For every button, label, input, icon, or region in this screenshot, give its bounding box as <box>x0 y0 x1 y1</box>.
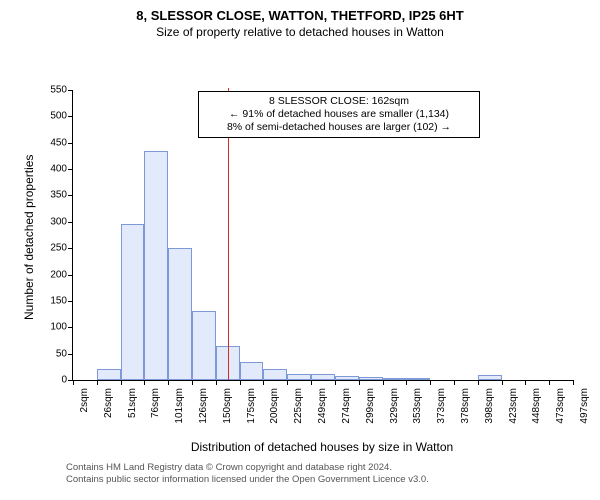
y-tick-label: 200 <box>39 269 67 280</box>
x-tick-label: 249sqm <box>317 388 328 438</box>
y-tick-label: 450 <box>39 137 67 148</box>
annotation-line1: 8 SLESSOR CLOSE: 162sqm <box>205 95 473 108</box>
histogram-bar <box>144 151 168 380</box>
x-tick-label: 76sqm <box>150 388 161 438</box>
x-tick <box>216 380 217 385</box>
x-tick-label: 200sqm <box>269 388 280 438</box>
y-tick-label: 550 <box>39 85 67 96</box>
x-tick <box>525 380 526 385</box>
x-tick <box>168 380 169 385</box>
x-tick <box>144 380 145 385</box>
x-tick <box>192 380 193 385</box>
annotation-box: 8 SLESSOR CLOSE: 162sqm ← 91% of detache… <box>198 91 480 138</box>
y-tick <box>68 90 73 91</box>
histogram-bar <box>406 378 430 380</box>
x-tick <box>97 380 98 385</box>
x-tick-label: 299sqm <box>365 388 376 438</box>
x-tick-label: 373sqm <box>436 388 447 438</box>
x-tick <box>478 380 479 385</box>
histogram-bar <box>168 248 192 380</box>
x-tick <box>430 380 431 385</box>
x-tick-label: 150sqm <box>222 388 233 438</box>
x-tick-label: 51sqm <box>127 388 138 438</box>
y-tick-label: 0 <box>39 375 67 386</box>
chart-subtitle: Size of property relative to detached ho… <box>0 23 600 39</box>
histogram-bar <box>97 369 121 380</box>
y-tick-label: 150 <box>39 295 67 306</box>
x-tick-label: 225sqm <box>293 388 304 438</box>
x-tick-label: 497sqm <box>579 388 590 438</box>
annotation-line3: 8% of semi-detached houses are larger (1… <box>205 121 473 134</box>
y-tick <box>68 116 73 117</box>
x-tick-label: 2sqm <box>79 388 90 438</box>
histogram-bar <box>121 224 145 380</box>
y-tick-label: 300 <box>39 216 67 227</box>
x-tick <box>549 380 550 385</box>
histogram-bar <box>311 374 335 380</box>
x-tick-label: 175sqm <box>246 388 257 438</box>
histogram-bar <box>192 311 216 380</box>
footer-text: Contains HM Land Registry data © Crown c… <box>66 462 429 487</box>
x-tick-label: 274sqm <box>341 388 352 438</box>
y-tick <box>68 301 73 302</box>
y-tick <box>68 354 73 355</box>
histogram-bar <box>335 376 359 380</box>
x-tick <box>502 380 503 385</box>
x-tick <box>311 380 312 385</box>
x-tick-label: 448sqm <box>531 388 542 438</box>
footer-line1: Contains HM Land Registry data © Crown c… <box>66 462 429 474</box>
y-tick-label: 500 <box>39 111 67 122</box>
x-tick <box>263 380 264 385</box>
y-tick-label: 100 <box>39 322 67 333</box>
y-tick <box>68 169 73 170</box>
chart-container: 8, SLESSOR CLOSE, WATTON, THETFORD, IP25… <box>0 0 600 500</box>
x-tick <box>454 380 455 385</box>
histogram-bar <box>359 377 383 380</box>
x-tick <box>240 380 241 385</box>
y-tick <box>68 195 73 196</box>
y-tick-label: 350 <box>39 190 67 201</box>
x-tick <box>573 380 574 385</box>
y-tick-label: 250 <box>39 243 67 254</box>
x-tick <box>73 380 74 385</box>
y-tick <box>68 248 73 249</box>
histogram-bar <box>478 375 502 380</box>
x-axis-label: Distribution of detached houses by size … <box>72 440 572 454</box>
x-tick-label: 378sqm <box>460 388 471 438</box>
histogram-bar <box>287 374 311 380</box>
x-tick-label: 26sqm <box>103 388 114 438</box>
x-tick-label: 398sqm <box>484 388 495 438</box>
x-tick <box>406 380 407 385</box>
y-tick <box>68 327 73 328</box>
annotation-line2: ← 91% of detached houses are smaller (1,… <box>205 108 473 121</box>
y-tick <box>68 143 73 144</box>
x-tick-label: 126sqm <box>198 388 209 438</box>
x-tick <box>335 380 336 385</box>
y-tick <box>68 275 73 276</box>
x-tick <box>121 380 122 385</box>
x-tick-label: 329sqm <box>389 388 400 438</box>
x-tick-label: 101sqm <box>174 388 185 438</box>
y-tick <box>68 222 73 223</box>
x-tick-label: 423sqm <box>508 388 519 438</box>
histogram-bar <box>263 369 287 380</box>
x-tick-label: 353sqm <box>412 388 423 438</box>
footer-line2: Contains public sector information licen… <box>66 474 429 486</box>
histogram-bar <box>240 362 264 380</box>
y-tick-label: 400 <box>39 164 67 175</box>
y-axis-label: Number of detached properties <box>22 155 36 320</box>
histogram-bar <box>383 378 407 380</box>
x-tick <box>383 380 384 385</box>
chart-title: 8, SLESSOR CLOSE, WATTON, THETFORD, IP25… <box>0 0 600 23</box>
y-tick-label: 50 <box>39 348 67 359</box>
x-tick <box>287 380 288 385</box>
x-tick <box>359 380 360 385</box>
x-tick-label: 473sqm <box>555 388 566 438</box>
